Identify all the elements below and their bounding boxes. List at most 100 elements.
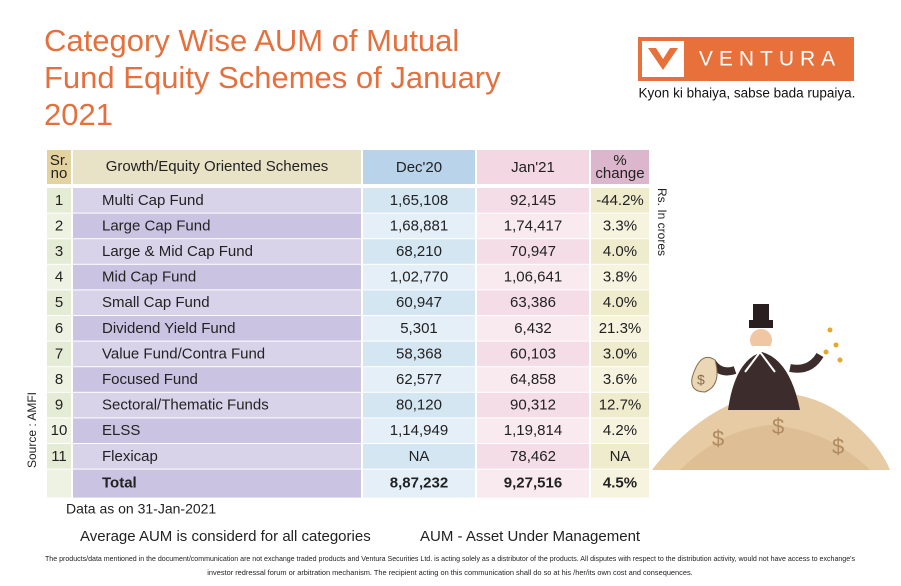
cell-background <box>47 290 71 315</box>
cell-background <box>363 367 475 392</box>
cell-background <box>363 213 475 239</box>
cell-background <box>591 290 649 315</box>
cell-background <box>73 392 361 418</box>
unit-note: Rs. In crores <box>655 188 669 256</box>
cell-text: 5 <box>55 294 63 311</box>
total-label: Total <box>102 475 137 492</box>
cell-background <box>363 264 475 290</box>
total-background <box>591 469 649 498</box>
svg-text:$: $ <box>697 372 705 388</box>
total-background <box>73 469 361 498</box>
scheme-name: Value Fund/Contra Fund <box>102 345 265 362</box>
scheme-name: Small Cap Fund <box>102 294 210 311</box>
cell-background <box>73 316 361 341</box>
cell-background <box>477 418 589 443</box>
cell-background <box>73 188 361 213</box>
header-text: % <box>613 152 626 169</box>
cell-text: 3.3% <box>603 217 637 234</box>
cell-text: 92,145 <box>510 192 556 209</box>
cell-background <box>73 290 361 315</box>
header-cell <box>47 150 71 184</box>
cell-text: 60,103 <box>510 345 556 362</box>
cell-background <box>363 341 475 367</box>
title-line: 2021 <box>44 97 113 132</box>
header-text: no <box>51 165 68 182</box>
cell-text: 60,947 <box>396 294 442 311</box>
cell-background <box>591 239 649 264</box>
header-cell <box>363 150 475 184</box>
disclaimer: investor redressal forum or arbitration … <box>207 568 692 577</box>
cell-background <box>363 418 475 443</box>
cell-background <box>591 367 649 392</box>
cell-background <box>73 239 361 264</box>
cell-text: 10 <box>51 422 68 439</box>
total-background <box>363 469 475 498</box>
cell-background <box>591 444 649 469</box>
cell-background <box>47 367 71 392</box>
cell-text: 9 <box>55 397 63 414</box>
cell-background <box>47 239 71 264</box>
cell-background <box>477 392 589 418</box>
svg-text:$: $ <box>832 434 844 459</box>
cell-background <box>363 316 475 341</box>
cell-text: 63,386 <box>510 294 556 311</box>
cell-text: 5,301 <box>400 320 438 337</box>
cell-background <box>47 392 71 418</box>
cell-text: 3.6% <box>603 371 637 388</box>
logo: VENTURA <box>638 37 854 81</box>
total-background <box>47 469 71 498</box>
header-text: Sr. <box>50 152 68 169</box>
cell-text: 4.0% <box>603 243 637 260</box>
header-text: Growth/Equity Oriented Schemes <box>106 158 329 175</box>
cell-background <box>73 444 361 469</box>
cell-background <box>363 444 475 469</box>
cell-background <box>363 392 475 418</box>
cell-background <box>591 418 649 443</box>
total-value: 8,87,232 <box>390 475 448 492</box>
illustration: $ $ $ $ <box>652 304 890 470</box>
title-line: Category Wise AUM of Mutual <box>44 23 459 58</box>
cell-text: 90,312 <box>510 397 556 414</box>
disclaimer: The products/data mentioned in the docum… <box>45 554 855 563</box>
cell-text: NA <box>610 448 631 465</box>
cell-background <box>591 341 649 367</box>
cell-background <box>47 213 71 239</box>
cell-text: 1,06,641 <box>504 269 562 286</box>
cell-text: 21.3% <box>599 320 642 337</box>
cell-text: 68,210 <box>396 243 442 260</box>
cell-background <box>591 264 649 290</box>
svg-text:$: $ <box>712 426 724 451</box>
cell-background <box>477 316 589 341</box>
header-text: change <box>595 165 644 182</box>
header-cell <box>73 150 361 184</box>
cell-background <box>477 341 589 367</box>
cell-text: NA <box>409 448 430 465</box>
total-background <box>477 469 589 498</box>
cell-text: 1 <box>55 192 63 209</box>
cell-background <box>47 188 71 213</box>
cell-background <box>477 264 589 290</box>
cell-text: 4.0% <box>603 294 637 311</box>
scheme-name: Multi Cap Fund <box>102 192 204 209</box>
cell-text: 12.7% <box>599 397 642 414</box>
cell-background <box>73 418 361 443</box>
cell-background <box>47 418 71 443</box>
cell-text: 1,14,949 <box>390 422 448 439</box>
scheme-name: Dividend Yield Fund <box>102 320 235 337</box>
scheme-name: Focused Fund <box>102 371 198 388</box>
cell-background <box>477 239 589 264</box>
title-line: Fund Equity Schemes of January <box>44 60 501 95</box>
cell-text: 58,368 <box>396 345 442 362</box>
scheme-name: Large & Mid Cap Fund <box>102 243 253 260</box>
cell-text: 78,462 <box>510 448 556 465</box>
cell-background <box>477 290 589 315</box>
cell-text: 70,947 <box>510 243 556 260</box>
cell-background <box>73 213 361 239</box>
cell-background <box>591 213 649 239</box>
cell-background <box>47 316 71 341</box>
svg-text:$: $ <box>772 414 784 439</box>
cell-text: 1,19,814 <box>504 422 562 439</box>
scheme-name: ELSS <box>102 422 140 439</box>
cell-background <box>73 264 361 290</box>
